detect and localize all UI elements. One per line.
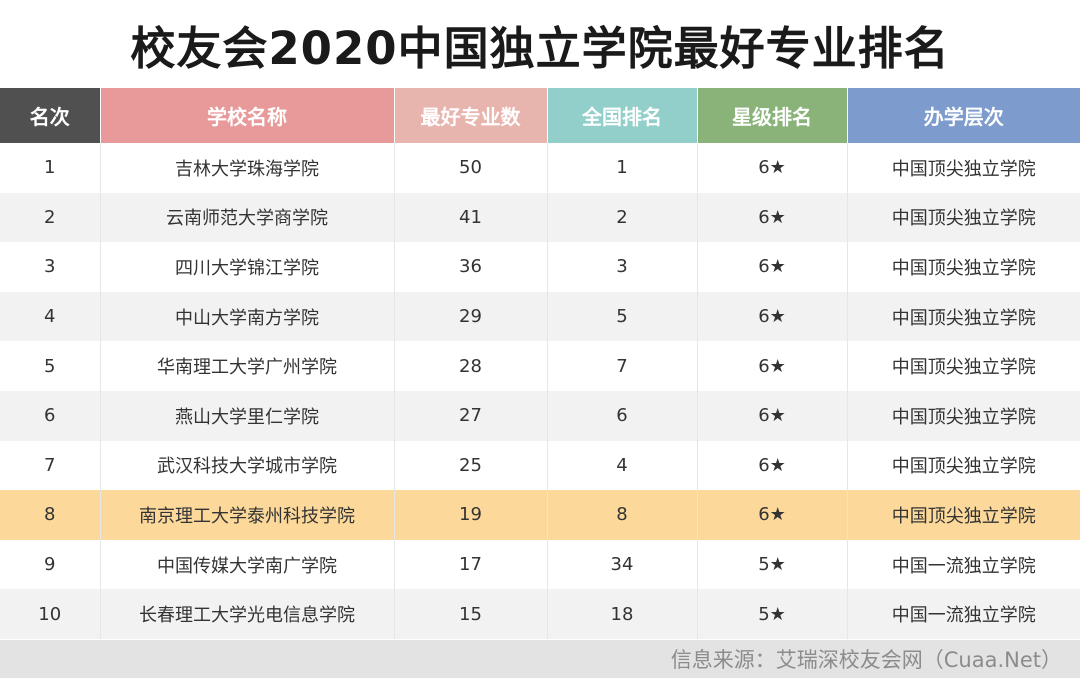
best-major-count-cell: 17 <box>394 539 548 590</box>
national-rank-cell: 3 <box>547 242 698 292</box>
star-rank-cell: 6★ <box>697 291 848 342</box>
best-major-count-cell: 36 <box>394 242 548 292</box>
school-name-cell: 南京理工大学泰州科技学院 <box>100 490 395 540</box>
source-note: 信息来源：艾瑞深校友会网（Cuaa.Net） <box>670 648 1062 672</box>
school-level-cell: 中国顶尖独立学院 <box>847 143 1080 193</box>
school-level-cell: 中国顶尖独立学院 <box>847 341 1080 391</box>
header-rank: 名次 <box>0 88 101 143</box>
star-rank-cell: 5★ <box>697 589 848 639</box>
school-level-cell: 中国顶尖独立学院 <box>847 440 1080 491</box>
best-major-count-cell: 19 <box>394 490 548 540</box>
header-school-name: 学校名称 <box>100 88 395 143</box>
best-major-count-cell: 28 <box>394 341 548 391</box>
national-rank-cell: 5 <box>547 291 698 342</box>
table-row: 4 中山大学南方学院 29 5 6★ 中国顶尖独立学院 <box>0 291 1080 342</box>
footer-bar: 信息来源：艾瑞深校友会网（Cuaa.Net） <box>0 640 1080 678</box>
rank-cell: 9 <box>0 539 101 590</box>
school-level-cell: 中国顶尖独立学院 <box>847 192 1080 243</box>
school-name-cell: 燕山大学里仁学院 <box>100 390 395 441</box>
school-name-cell: 长春理工大学光电信息学院 <box>100 589 395 639</box>
school-name-cell: 中国传媒大学南广学院 <box>100 539 395 590</box>
school-name-cell: 四川大学锦江学院 <box>100 242 395 292</box>
table-row: 8 南京理工大学泰州科技学院 19 8 6★ 中国顶尖独立学院 <box>0 490 1080 540</box>
header-star-rank: 星级排名 <box>697 88 848 143</box>
table-row: 9 中国传媒大学南广学院 17 34 5★ 中国一流独立学院 <box>0 539 1080 590</box>
rank-cell: 7 <box>0 440 101 491</box>
national-rank-cell: 4 <box>547 440 698 491</box>
star-rank-cell: 6★ <box>697 341 848 391</box>
star-rank-cell: 6★ <box>697 192 848 243</box>
table-header-row: 名次 学校名称 最好专业数 全国排名 星级排名 办学层次 <box>0 88 1080 143</box>
national-rank-cell: 18 <box>547 589 698 639</box>
best-major-count-cell: 27 <box>394 390 548 441</box>
school-name-cell: 吉林大学珠海学院 <box>100 143 395 193</box>
national-rank-cell: 34 <box>547 539 698 590</box>
table-row: 1 吉林大学珠海学院 50 1 6★ 中国顶尖独立学院 <box>0 143 1080 193</box>
ranking-table: 名次 学校名称 最好专业数 全国排名 星级排名 办学层次 1 吉林大学珠海学院 50… <box>0 88 1080 639</box>
star-rank-cell: 5★ <box>697 539 848 590</box>
rank-cell: 3 <box>0 242 101 292</box>
table-row: 7 武汉科技大学城市学院 25 4 6★ 中国顶尖独立学院 <box>0 440 1080 491</box>
national-rank-cell: 8 <box>547 490 698 540</box>
rank-cell: 2 <box>0 192 101 243</box>
school-level-cell: 中国顶尖独立学院 <box>847 242 1080 292</box>
rank-cell: 4 <box>0 291 101 342</box>
header-school-level: 办学层次 <box>847 88 1080 143</box>
school-level-cell: 中国顶尖独立学院 <box>847 390 1080 441</box>
school-name-cell: 云南师范大学商学院 <box>100 192 395 243</box>
school-name-cell: 武汉科技大学城市学院 <box>100 440 395 491</box>
rank-cell: 1 <box>0 143 101 193</box>
rank-cell: 10 <box>0 589 101 639</box>
national-rank-cell: 2 <box>547 192 698 243</box>
star-rank-cell: 6★ <box>697 390 848 441</box>
header-best-major-count: 最好专业数 <box>394 88 548 143</box>
star-rank-cell: 6★ <box>697 490 848 540</box>
best-major-count-cell: 15 <box>394 589 548 639</box>
table-row: 10 长春理工大学光电信息学院 15 18 5★ 中国一流独立学院 <box>0 589 1080 639</box>
school-level-cell: 中国一流独立学院 <box>847 589 1080 639</box>
national-rank-cell: 7 <box>547 341 698 391</box>
school-level-cell: 中国顶尖独立学院 <box>847 291 1080 342</box>
national-rank-cell: 6 <box>547 390 698 441</box>
table-row: 2 云南师范大学商学院 41 2 6★ 中国顶尖独立学院 <box>0 192 1080 243</box>
rank-cell: 5 <box>0 341 101 391</box>
star-rank-cell: 6★ <box>697 143 848 193</box>
best-major-count-cell: 41 <box>394 192 548 243</box>
rank-cell: 8 <box>0 490 101 540</box>
rank-cell: 6 <box>0 390 101 441</box>
star-rank-cell: 6★ <box>697 242 848 292</box>
school-name-cell: 中山大学南方学院 <box>100 291 395 342</box>
star-rank-cell: 6★ <box>697 440 848 491</box>
page-title: 校友会2020中国独立学院最好专业排名 <box>130 21 950 75</box>
national-rank-cell: 1 <box>547 143 698 193</box>
school-name-cell: 华南理工大学广州学院 <box>100 341 395 391</box>
best-major-count-cell: 50 <box>394 143 548 193</box>
table-row: 5 华南理工大学广州学院 28 7 6★ 中国顶尖独立学院 <box>0 341 1080 391</box>
best-major-count-cell: 25 <box>394 440 548 491</box>
school-level-cell: 中国一流独立学院 <box>847 539 1080 590</box>
table-row: 3 四川大学锦江学院 36 3 6★ 中国顶尖独立学院 <box>0 242 1080 292</box>
header-national-rank: 全国排名 <box>547 88 698 143</box>
best-major-count-cell: 29 <box>394 291 548 342</box>
school-level-cell: 中国顶尖独立学院 <box>847 490 1080 540</box>
table-row: 6 燕山大学里仁学院 27 6 6★ 中国顶尖独立学院 <box>0 390 1080 441</box>
